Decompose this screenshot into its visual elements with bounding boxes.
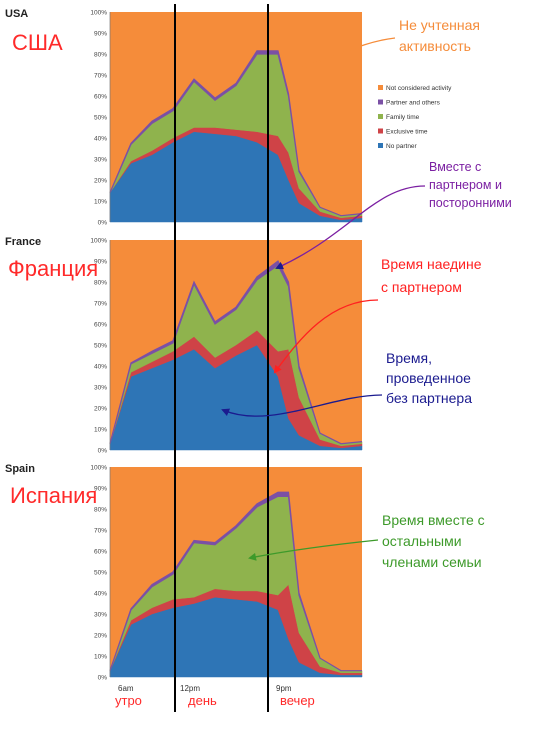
- country-label: Spain: [5, 463, 35, 475]
- annotation-text: посторонними: [429, 196, 512, 210]
- panel-spain: 0% 10% 20% 30% 40% 50% 60% 70% 80% 90% 100% Spain Ис…: [5, 463, 363, 682]
- annotation-text: Вместе с: [429, 160, 481, 174]
- y-tick-label: 40%: [94, 364, 107, 371]
- legend-swatch: [378, 128, 383, 134]
- y-tick-label: 70%: [94, 73, 107, 80]
- country-label: France: [5, 236, 41, 248]
- area-partner-others: [109, 491, 362, 672]
- annotation-family: Время вместе с остальными членами семьи: [248, 512, 485, 570]
- y-tick-label: 60%: [94, 94, 107, 101]
- country-label-ru: Испания: [10, 483, 97, 508]
- y-tick-label: 90%: [94, 259, 107, 266]
- y-tick-label: 50%: [94, 570, 107, 577]
- y-tick-label: 10%: [94, 427, 107, 434]
- y-tick-label: 30%: [94, 157, 107, 164]
- y-tick-label: 60%: [94, 549, 107, 556]
- y-tick-label: 0%: [98, 675, 108, 682]
- annotation-arrow: [302, 37, 396, 69]
- y-tick-label: 0%: [98, 220, 108, 227]
- annotation-arrow: [273, 299, 379, 374]
- annotation-exclusive: Время наедине с партнером: [273, 256, 482, 374]
- annotation-text: остальными: [382, 533, 462, 549]
- legend-swatch: [378, 114, 383, 119]
- x-axis: 6am 12pm 9pm: [118, 684, 292, 693]
- period-label: день: [188, 693, 217, 708]
- annotation-text: партнером и: [429, 178, 502, 192]
- y-tick-label: 70%: [94, 528, 107, 535]
- annotation-text: Время вместе с: [382, 512, 485, 528]
- y-tick-label: 10%: [94, 654, 107, 661]
- country-label: USA: [5, 8, 28, 20]
- period-labels: утро день вечер: [115, 693, 315, 708]
- y-tick-label: 30%: [94, 612, 107, 619]
- annotation-text: активность: [399, 38, 471, 54]
- annotations: Не учтенная активность Вместе с партнером и…: [221, 17, 512, 570]
- annotation-text: проведенное: [386, 370, 471, 386]
- annotation-arrow: [248, 539, 379, 561]
- x-tick-label: 12pm: [180, 684, 200, 693]
- x-tick-label: 6am: [118, 684, 134, 693]
- x-tick-label: 9pm: [276, 684, 292, 693]
- y-tick-label: 80%: [94, 52, 107, 59]
- period-label: вечер: [280, 693, 315, 708]
- y-tick-label: 30%: [94, 385, 107, 392]
- y-tick-label: 100%: [90, 10, 107, 17]
- legend-label: Exclusive time: [386, 129, 428, 136]
- y-tick-label: 10%: [94, 199, 107, 206]
- y-tick-label: 50%: [94, 343, 107, 350]
- legend-label: Not considered activity: [386, 85, 452, 92]
- y-tick-label: 100%: [90, 465, 107, 472]
- legend-swatch: [378, 143, 383, 148]
- y-tick-label: 20%: [94, 178, 107, 185]
- annotation-not-considered: Не учтенная активность: [302, 17, 480, 69]
- y-tick-label: 80%: [94, 507, 107, 514]
- y-tick-label: 90%: [94, 486, 107, 493]
- panel-usa: 0% 10% 20% 30% 40% 50% 60% 70% 80% 90% 100% USA США: [5, 8, 363, 227]
- annotation-text: Не учтенная: [399, 17, 480, 33]
- country-label-ru: Франция: [8, 256, 98, 281]
- annotation-text: Время наедине: [381, 256, 482, 272]
- annotation-text: членами семьи: [382, 554, 482, 570]
- y-tick-label: 60%: [94, 322, 107, 329]
- y-tick-label: 90%: [94, 31, 107, 38]
- area-partner-others: [109, 260, 363, 445]
- annotation-text: Время,: [386, 350, 432, 366]
- y-tick-label: 100%: [90, 238, 107, 245]
- period-label: утро: [115, 693, 142, 708]
- legend-swatch: [378, 85, 383, 90]
- y-tick-label: 0%: [98, 448, 108, 455]
- annotation-text: с партнером: [381, 279, 462, 295]
- panel-france: 0% 10% 20% 30% 40% 50% 60% 70% 80% 90% 100% France Ф…: [5, 236, 363, 455]
- annotation-arrow: [221, 394, 383, 417]
- annotation-arrow: [275, 185, 426, 270]
- y-tick-label: 70%: [94, 301, 107, 308]
- annotation-partner-others: Вместе с партнером и посторонними: [275, 160, 512, 270]
- legend-label: No partner: [386, 143, 418, 150]
- annotation-text: без партнера: [386, 390, 472, 406]
- legend: Not considered activity Partner and other…: [378, 85, 452, 150]
- y-tick-label: 40%: [94, 136, 107, 143]
- legend-swatch: [378, 99, 383, 105]
- panels-layer: 0%10%20%30%40%50%60%70%80%90%100%USAСША0…: [5, 8, 363, 682]
- country-label-ru: США: [12, 30, 63, 55]
- legend-label: Partner and others: [386, 100, 441, 107]
- y-tick-label: 50%: [94, 115, 107, 122]
- y-tick-label: 20%: [94, 406, 107, 413]
- y-tick-label: 80%: [94, 280, 107, 287]
- y-tick-label: 40%: [94, 591, 107, 598]
- annotation-no-partner: Время, проведенное без партнера: [221, 350, 472, 417]
- legend-label: Family time: [386, 114, 420, 121]
- y-tick-label: 20%: [94, 633, 107, 640]
